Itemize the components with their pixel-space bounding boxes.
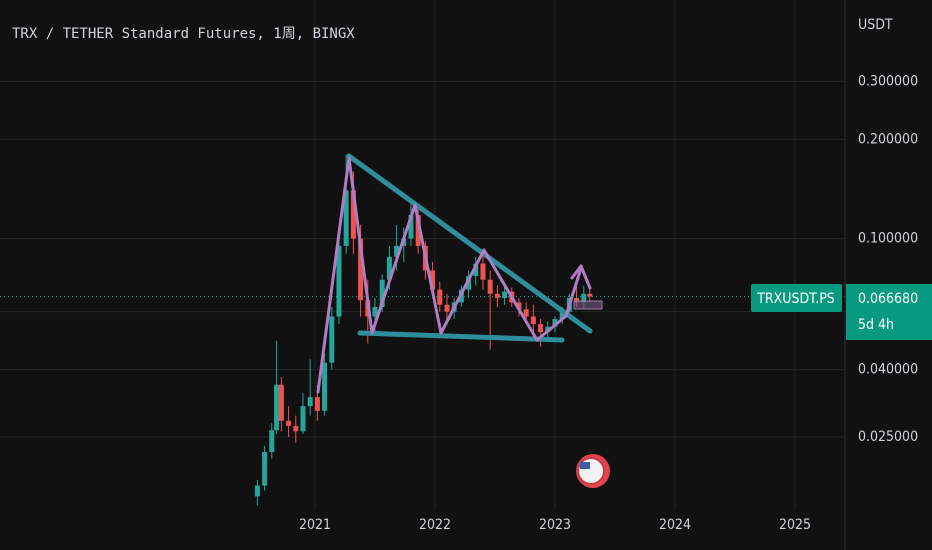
candle-body bbox=[278, 384, 284, 421]
candle-body bbox=[587, 293, 593, 297]
candle-body bbox=[286, 420, 292, 426]
y-tick-label: 0.025000 bbox=[858, 429, 918, 445]
x-tick-label: 2024 bbox=[659, 517, 691, 533]
candle-body bbox=[394, 245, 400, 257]
candle-body bbox=[307, 397, 313, 407]
candle-body bbox=[408, 214, 414, 239]
arrow-head bbox=[570, 264, 592, 290]
candle-body bbox=[274, 384, 280, 431]
position-box bbox=[573, 300, 603, 310]
countdown: 5d 4h bbox=[858, 317, 894, 333]
candle-body bbox=[487, 279, 493, 294]
symbol-tag bbox=[751, 284, 842, 312]
trend-line bbox=[357, 330, 565, 343]
candle-body bbox=[480, 263, 486, 280]
candle-body bbox=[386, 256, 392, 280]
y-tick-label: 0.100000 bbox=[858, 231, 918, 247]
candle-body bbox=[494, 293, 500, 299]
candle-body bbox=[516, 302, 522, 310]
candle-body bbox=[538, 324, 544, 333]
candle-body bbox=[343, 190, 349, 246]
x-tick-label: 2025 bbox=[779, 517, 811, 533]
candle-body bbox=[552, 319, 558, 327]
candle-body bbox=[358, 238, 364, 301]
x-tick-label: 2022 bbox=[419, 517, 451, 533]
x-tick-label: 2021 bbox=[299, 517, 331, 533]
candle-body bbox=[254, 485, 260, 497]
candle-body bbox=[559, 311, 565, 320]
axis-unit: USDT bbox=[858, 17, 893, 33]
candle-body bbox=[444, 304, 450, 312]
candle-body bbox=[262, 451, 268, 486]
candle-body bbox=[502, 291, 508, 299]
drawings bbox=[316, 153, 603, 394]
flag-icon bbox=[576, 454, 610, 488]
candle-body bbox=[379, 279, 385, 307]
candle-body bbox=[350, 190, 356, 239]
candle-body bbox=[372, 306, 378, 317]
symbol-label: TRXUSDT.PS bbox=[756, 291, 835, 307]
y-tick-label: 0.040000 bbox=[858, 362, 918, 378]
candle-body bbox=[581, 293, 587, 303]
zigzag bbox=[316, 156, 583, 394]
candle-body bbox=[300, 406, 306, 432]
x-tick-label: 2023 bbox=[539, 517, 571, 533]
candle-body bbox=[314, 397, 320, 411]
y-tick-label: 0.200000 bbox=[858, 131, 918, 147]
candle-body bbox=[415, 214, 421, 246]
price-tag bbox=[846, 284, 932, 340]
candle-body bbox=[329, 316, 335, 363]
grid bbox=[0, 0, 845, 510]
trend-line bbox=[346, 153, 593, 334]
candle-body bbox=[530, 316, 536, 325]
candle-body bbox=[322, 362, 328, 411]
icon-flag bbox=[580, 462, 590, 469]
candle-body bbox=[574, 298, 580, 303]
candle-body bbox=[293, 425, 299, 432]
price-label: 0.066680 bbox=[858, 291, 918, 307]
candle-body bbox=[523, 309, 529, 317]
candle-body bbox=[437, 289, 443, 305]
candle-body bbox=[430, 270, 436, 290]
chart-title: TRX / TETHER Standard Futures, 1周, BINGX bbox=[12, 26, 355, 42]
y-tick-label: 0.300000 bbox=[858, 73, 918, 89]
candle-body bbox=[336, 245, 342, 317]
candle-body bbox=[473, 263, 479, 276]
icon-face bbox=[577, 457, 605, 485]
candle-body bbox=[269, 430, 275, 452]
